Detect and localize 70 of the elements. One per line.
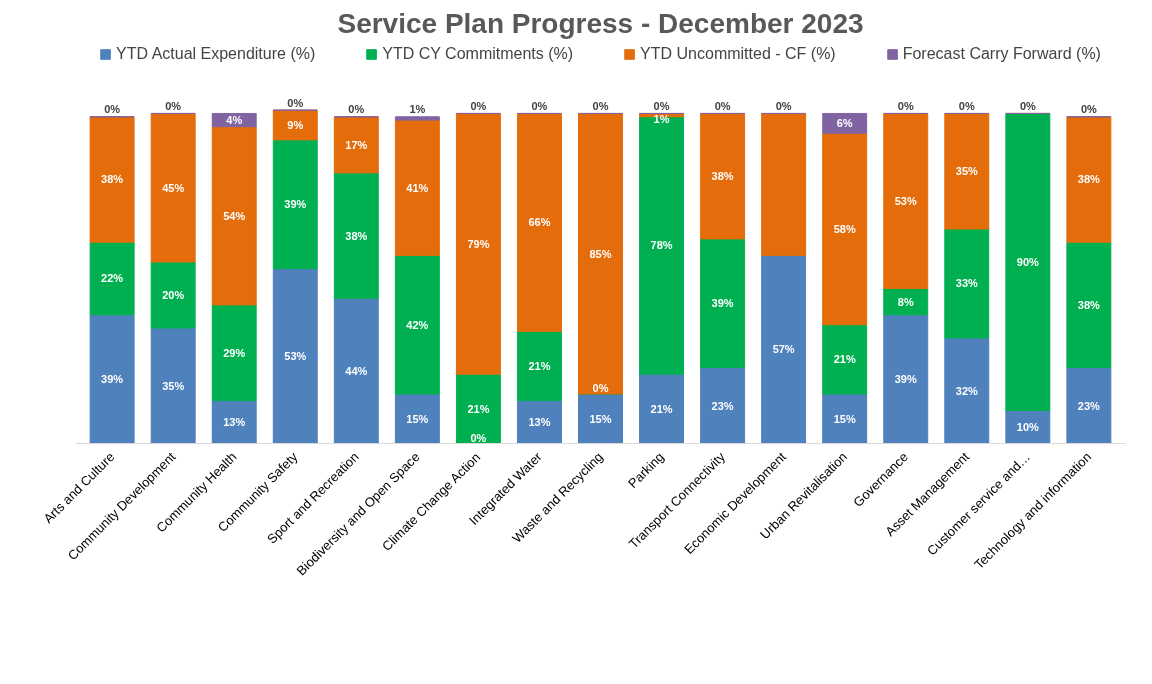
data-label: 42%	[406, 318, 429, 331]
data-label: 57%	[772, 343, 795, 356]
data-label: 0%	[1019, 99, 1036, 112]
data-label: 38%	[1077, 173, 1101, 186]
data-label: 66%	[528, 216, 551, 229]
data-label: 53%	[894, 194, 917, 207]
data-label: 10%	[1016, 421, 1040, 433]
data-label: 29%	[223, 346, 246, 359]
data-label: 0%	[775, 99, 792, 112]
data-label: 0%	[714, 99, 731, 112]
data-label: 53%	[284, 350, 307, 363]
data-label: 90%	[1016, 255, 1040, 268]
data-label: 39%	[711, 297, 734, 310]
legend-label: YTD Actual Expenditure (%)	[116, 45, 316, 63]
data-label: 38%	[711, 170, 734, 183]
data-label: 32%	[955, 384, 979, 397]
data-label: 15%	[406, 412, 429, 425]
data-label: 20%	[162, 288, 185, 301]
data-label: 38%	[101, 173, 124, 186]
data-label: 9%	[287, 119, 304, 132]
data-label: 0%	[104, 103, 121, 116]
data-label: 39%	[284, 198, 307, 211]
data-label: 78%	[650, 239, 673, 252]
data-label: 0%	[592, 99, 609, 112]
data-label: 33%	[955, 277, 979, 290]
data-label: 0%	[348, 103, 365, 116]
data-label: 4%	[226, 114, 243, 127]
data-label: 38%	[1077, 298, 1101, 311]
data-label: 58%	[833, 222, 856, 235]
data-label: 13%	[223, 416, 246, 429]
data-label: 21%	[833, 353, 856, 366]
data-label: 0%	[653, 99, 670, 112]
data-label: 0%	[897, 99, 914, 112]
data-label: 39%	[894, 373, 917, 386]
chart-title: Service Plan Progress - December 2023	[337, 7, 864, 39]
data-label: 13%	[528, 416, 551, 429]
data-label: 85%	[589, 247, 612, 260]
data-label: 6%	[836, 117, 853, 130]
data-label: 21%	[528, 359, 551, 372]
legend-label: Forecast Carry Forward (%)	[902, 45, 1101, 63]
legend-label: YTD Uncommitted - CF (%)	[640, 45, 836, 63]
data-label: 1%	[653, 113, 670, 126]
data-label: 39%	[101, 373, 124, 386]
data-label: 0%	[531, 99, 548, 112]
data-label: 0%	[958, 99, 975, 112]
data-label: 0%	[287, 96, 304, 109]
data-label: 45%	[162, 181, 185, 194]
data-label: 79%	[467, 237, 490, 250]
data-label: 15%	[589, 412, 612, 425]
data-label: 23%	[1077, 399, 1101, 412]
data-label: 35%	[955, 165, 979, 178]
data-label: 0%	[165, 99, 182, 112]
data-label: 0%	[592, 382, 609, 394]
data-label: 22%	[101, 272, 124, 285]
data-label: 21%	[467, 402, 490, 415]
data-label: 35%	[162, 379, 185, 392]
data-label: 1%	[409, 103, 426, 116]
data-label: 0%	[470, 431, 487, 444]
data-label: 41%	[406, 181, 429, 194]
data-label: 21%	[650, 402, 673, 415]
data-label: 17%	[345, 138, 368, 151]
data-label: 23%	[711, 399, 734, 412]
data-label: 8%	[897, 295, 914, 308]
data-label: 54%	[223, 209, 246, 222]
data-label: 38%	[345, 229, 368, 242]
data-label: 0%	[1080, 103, 1098, 116]
data-label: 44%	[345, 364, 368, 377]
legend-label: YTD CY Commitments (%)	[382, 45, 574, 63]
data-label: 0%	[470, 99, 487, 112]
data-label: 15%	[833, 412, 856, 425]
